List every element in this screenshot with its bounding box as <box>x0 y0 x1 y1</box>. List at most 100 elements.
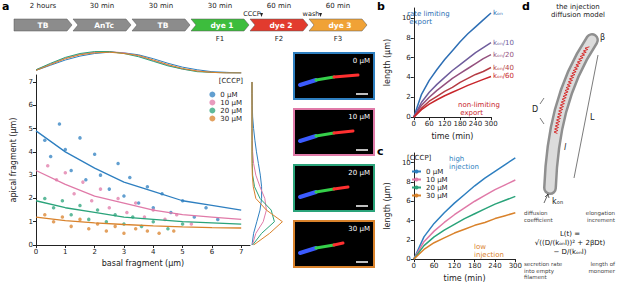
svg-text:wash: wash <box>303 10 320 18</box>
svg-text:120: 120 <box>438 120 451 128</box>
svg-text:3: 3 <box>122 248 126 256</box>
svg-text:1: 1 <box>29 218 33 226</box>
svg-text:7: 7 <box>29 78 33 86</box>
svg-text:4: 4 <box>151 248 156 256</box>
svg-text:240: 240 <box>488 262 501 270</box>
svg-text:CCCP: CCCP <box>243 10 261 18</box>
svg-text:L: L <box>590 113 595 122</box>
svg-text:F2: F2 <box>275 35 283 43</box>
svg-text:[CCCP]: [CCCP] <box>219 77 244 85</box>
svg-text:kₒₙ/40: kₒₙ/40 <box>493 64 514 72</box>
svg-text:10: 10 <box>402 159 411 167</box>
svg-text:β: β <box>600 33 605 42</box>
svg-text:180: 180 <box>453 120 466 128</box>
svg-text:F3: F3 <box>334 35 342 43</box>
svg-text:the injectiondiffusion model: the injectiondiffusion model <box>551 3 605 19</box>
svg-text:8: 8 <box>406 178 410 186</box>
svg-text:kₒₙ/20: kₒₙ/20 <box>493 51 514 59</box>
svg-text:0: 0 <box>406 255 410 263</box>
svg-text:0: 0 <box>412 262 416 270</box>
svg-text:180: 180 <box>468 262 481 270</box>
svg-text:D: D <box>532 105 538 114</box>
svg-text:0 µM: 0 µM <box>426 168 443 176</box>
svg-text:30 min: 30 min <box>208 2 232 10</box>
svg-text:0: 0 <box>29 241 33 249</box>
svg-text:injection: injection <box>474 251 504 259</box>
svg-text:kₒₙ/60: kₒₙ/60 <box>493 72 514 80</box>
svg-text:30 min: 30 min <box>149 2 173 10</box>
svg-text:6: 6 <box>406 54 411 62</box>
svg-text:10 µM: 10 µM <box>426 176 448 184</box>
svg-text:elongationincrement: elongationincrement <box>586 210 616 223</box>
svg-text:20 µM: 20 µM <box>426 184 448 192</box>
svg-text:apical fragment (µm): apical fragment (µm) <box>9 118 18 203</box>
svg-text:c: c <box>377 145 384 158</box>
svg-text:6: 6 <box>210 248 215 256</box>
svg-text:non-limiting: non-limiting <box>458 101 500 109</box>
svg-text:time (min): time (min) <box>444 274 486 283</box>
svg-text:10 µM: 10 µM <box>220 99 242 107</box>
svg-text:4: 4 <box>29 148 34 156</box>
svg-text:10 µM: 10 µM <box>348 113 370 121</box>
svg-text:10: 10 <box>402 14 411 22</box>
svg-text:20 µM: 20 µM <box>348 169 370 177</box>
svg-text:30 min: 30 min <box>90 2 114 10</box>
svg-text:300: 300 <box>509 262 522 270</box>
svg-text:TB: TB <box>158 21 169 30</box>
svg-text:0 µM: 0 µM <box>353 57 370 65</box>
svg-text:4: 4 <box>406 217 411 225</box>
svg-text:length (µm): length (µm) <box>383 182 392 229</box>
svg-text:5: 5 <box>180 248 184 256</box>
svg-text:30 µM: 30 µM <box>426 192 448 200</box>
svg-text:4: 4 <box>406 73 411 81</box>
svg-text:60 min: 60 min <box>267 2 291 10</box>
svg-text:dye 1: dye 1 <box>210 21 233 30</box>
svg-text:F1: F1 <box>216 35 224 43</box>
svg-text:export: export <box>458 109 483 117</box>
svg-text:high: high <box>449 155 467 163</box>
svg-text:− D/(kₒₙl): − D/(kₒₙl) <box>554 248 587 256</box>
svg-text:kₒₙ: kₒₙ <box>552 197 563 206</box>
svg-text:dye 2: dye 2 <box>269 21 292 30</box>
svg-text:kₒₙ: kₒₙ <box>493 9 503 17</box>
svg-text:2: 2 <box>406 236 410 244</box>
svg-text:0: 0 <box>34 248 38 256</box>
svg-text:8: 8 <box>406 34 410 42</box>
svg-text:diffusioncoefficient: diffusioncoefficient <box>524 210 554 223</box>
svg-text:240: 240 <box>469 120 482 128</box>
svg-text:kₒₙ/10: kₒₙ/10 <box>493 39 514 47</box>
svg-text:basal fragment (µm): basal fragment (µm) <box>102 259 185 268</box>
svg-text:60: 60 <box>430 262 439 270</box>
svg-text:injection: injection <box>449 163 479 171</box>
svg-text:30 µM: 30 µM <box>348 225 370 233</box>
svg-text:√((D/(kₒₙl))² + 2βDt): √((D/(kₒₙl))² + 2βDt) <box>535 239 606 247</box>
svg-text:2: 2 <box>92 248 96 256</box>
svg-text:dye 3: dye 3 <box>328 21 351 30</box>
svg-text:0: 0 <box>406 113 410 121</box>
svg-text:b: b <box>377 0 385 13</box>
svg-text:AnTc: AnTc <box>94 21 114 30</box>
svg-text:2 hours: 2 hours <box>30 2 57 10</box>
svg-text:6: 6 <box>29 101 34 109</box>
svg-text:60 min: 60 min <box>326 2 350 10</box>
svg-text:120: 120 <box>448 262 461 270</box>
svg-text:TB: TB <box>38 21 49 30</box>
svg-text:d: d <box>522 0 530 13</box>
svg-text:300: 300 <box>484 120 497 128</box>
svg-text:5: 5 <box>29 125 33 133</box>
svg-text:secretion rateinto emptyfilame: secretion rateinto emptyfilament <box>524 261 563 280</box>
svg-text:rate limiting: rate limiting <box>407 10 450 18</box>
svg-text:6: 6 <box>406 197 411 205</box>
svg-text:length (µm): length (µm) <box>383 39 392 86</box>
svg-text:2: 2 <box>29 194 33 202</box>
svg-text:L(t) =: L(t) = <box>560 230 580 238</box>
svg-text:1: 1 <box>63 248 67 256</box>
svg-text:time (min): time (min) <box>431 132 473 141</box>
svg-text:low: low <box>474 243 488 251</box>
svg-text:l: l <box>564 143 567 152</box>
svg-text:3: 3 <box>29 171 33 179</box>
svg-text:30 µM: 30 µM <box>220 115 242 123</box>
svg-text:a: a <box>2 0 9 13</box>
svg-text:length ofmonomer: length ofmonomer <box>588 261 616 274</box>
svg-text:0 µM: 0 µM <box>220 91 237 99</box>
